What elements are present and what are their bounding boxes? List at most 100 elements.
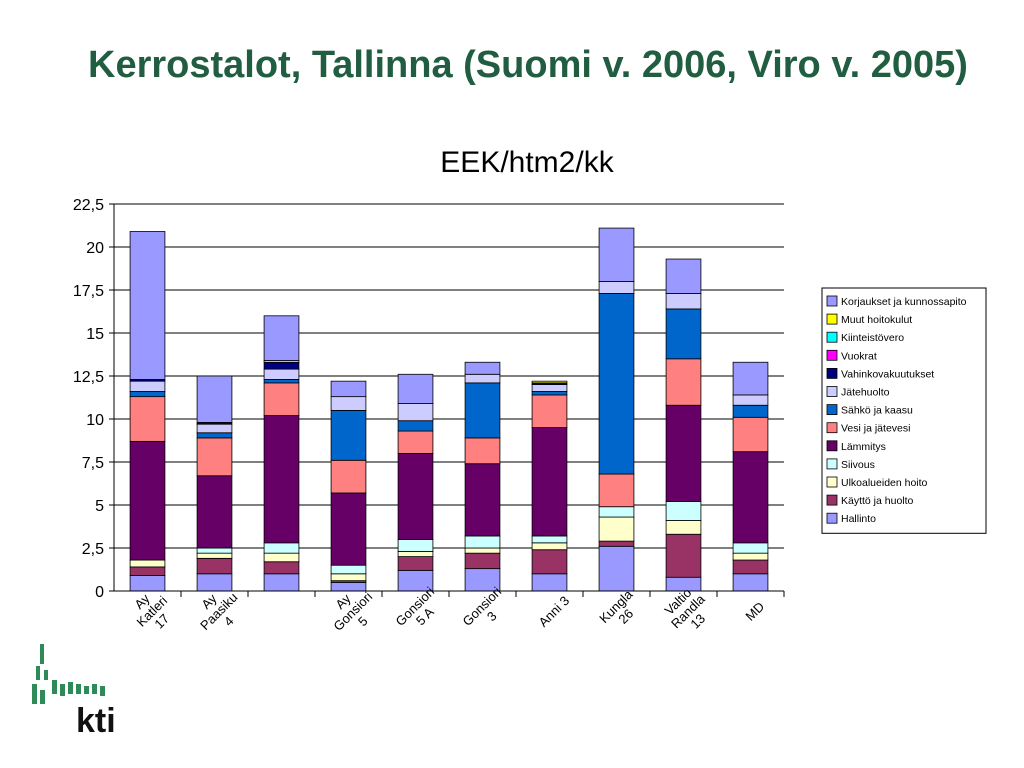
y-tick-label: 12,5 xyxy=(73,369,104,386)
bar-segment xyxy=(732,542,769,554)
legend-swatch xyxy=(826,313,838,325)
bar-segment xyxy=(263,368,300,380)
bar-segment xyxy=(531,542,568,551)
bar-segment xyxy=(196,573,233,592)
y-tick-label: 10 xyxy=(86,412,104,429)
x-tick-label-line: 4 xyxy=(221,613,237,629)
bar-segment xyxy=(665,308,702,360)
x-tick-label-line: MD xyxy=(742,599,767,624)
bar-segment xyxy=(732,451,769,544)
bar-segment xyxy=(330,582,367,592)
bar-segment xyxy=(397,403,434,422)
bar-segment xyxy=(531,427,568,537)
bar-segment xyxy=(196,557,233,575)
bar-segment xyxy=(531,535,568,544)
legend-box xyxy=(821,287,987,534)
legend-swatch xyxy=(826,476,838,488)
bar-segment xyxy=(330,492,367,566)
legend-label: Siivous xyxy=(841,459,875,471)
logo-graphic xyxy=(32,644,105,704)
bar-segment xyxy=(464,463,501,537)
bar-segment xyxy=(732,394,769,406)
bar-segment xyxy=(598,506,635,518)
bar-segment xyxy=(464,535,501,549)
bar-segment xyxy=(665,358,702,406)
x-tick-label-line: 5 xyxy=(355,613,371,629)
bar-segment xyxy=(330,459,367,494)
bar-segment xyxy=(531,394,568,429)
bar-segment xyxy=(464,552,501,570)
bar-segment xyxy=(129,391,166,398)
bar-segment xyxy=(263,573,300,592)
bar-segment xyxy=(732,404,769,418)
bar-segment xyxy=(397,556,434,571)
bar-segment xyxy=(263,379,300,384)
bar-segment xyxy=(598,280,635,294)
legend-swatch xyxy=(826,367,838,379)
x-tick-label-line: Anni 3 xyxy=(536,593,573,630)
bar-segment xyxy=(665,501,702,521)
bar-segment xyxy=(732,416,769,453)
legend-swatch xyxy=(826,349,838,361)
bar-segment xyxy=(531,391,568,396)
bar-segment xyxy=(196,423,233,434)
y-tick-label: 2,5 xyxy=(82,541,104,558)
bar-segment xyxy=(397,539,434,552)
bar-segment xyxy=(263,542,300,554)
bar-segment xyxy=(397,373,434,404)
legend: Korjaukset ja kunnossapito Muut hoitokulu… xyxy=(821,287,987,534)
stacked-bar-chart: EEK/htm2/kk 0 2,5 5 7,5 10 12,5 15 17,5 20 22,5 A… xyxy=(73,146,987,634)
bar-segment xyxy=(196,552,233,559)
legend-label: Käyttö ja huolto xyxy=(841,495,914,507)
y-tick-label: 17,5 xyxy=(73,283,104,300)
bar-segment xyxy=(129,231,166,380)
bar-segment xyxy=(263,415,300,544)
bar-segment xyxy=(732,573,769,592)
legend-label: Kiinteistövero xyxy=(841,332,904,344)
bar-segment xyxy=(598,227,635,282)
bar-segment xyxy=(665,293,702,310)
y-tick-labels: 0 2,5 5 7,5 10 12,5 15 17,5 20 22,5 xyxy=(73,197,104,601)
bar-segment xyxy=(531,380,568,384)
y-tick-label: 15 xyxy=(86,326,104,343)
bar-segment xyxy=(330,564,367,575)
bar-segment xyxy=(464,437,501,465)
slide-title: Kerrostalot, Tallinna (Suomi v. 2006, Vi… xyxy=(88,44,968,86)
bar-segment xyxy=(397,551,434,558)
legend-label: Muut hoitokulut xyxy=(841,314,912,326)
bar-segment xyxy=(464,382,501,439)
bar-segment xyxy=(196,547,233,554)
bar-segment xyxy=(330,573,367,582)
y-tick-label: 7,5 xyxy=(82,455,104,472)
bar-segment xyxy=(531,384,568,392)
chart-title: EEK/htm2/kk xyxy=(440,146,614,179)
legend-label: Ulkoalueiden hoito xyxy=(841,477,928,489)
bar-segment xyxy=(129,396,166,442)
legend-swatch xyxy=(826,386,838,397)
x-tick-label: MD xyxy=(742,599,767,624)
legend-swatch xyxy=(826,295,838,307)
bar-segment xyxy=(263,361,300,370)
bar-segment xyxy=(129,380,166,392)
bar-segment xyxy=(263,561,300,575)
bar-segment xyxy=(196,432,233,439)
bar-segment xyxy=(330,396,367,411)
y-tick-label: 20 xyxy=(86,240,104,257)
kti-logo: kti xyxy=(32,644,116,740)
y-tick-label: 5 xyxy=(95,498,104,515)
bar-segment xyxy=(263,382,300,416)
bar-segment xyxy=(397,430,434,454)
bar-segment xyxy=(129,440,166,561)
bar-segment xyxy=(665,520,702,535)
logo-text: kti xyxy=(76,702,116,740)
legend-swatch xyxy=(826,422,838,434)
bar-segment xyxy=(598,293,635,475)
bar-segment xyxy=(330,409,367,461)
bar-segment xyxy=(531,549,568,575)
bar-segment xyxy=(263,552,300,563)
y-tick-label: 0 xyxy=(95,584,104,601)
legend-swatch xyxy=(826,331,838,343)
bar-segment xyxy=(732,361,769,396)
bar-segment xyxy=(598,545,635,592)
